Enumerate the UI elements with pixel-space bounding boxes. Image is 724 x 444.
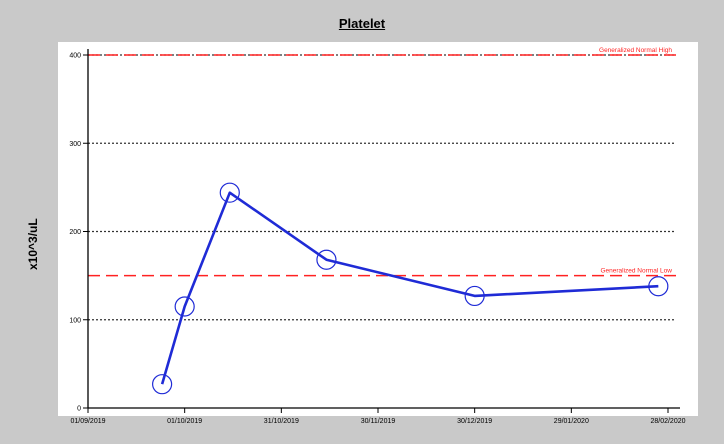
x-tick-label: 31/10/2019 [264,418,299,425]
y-ticks: 0 100 200 300 400 [69,53,88,413]
y-tick-label: 200 [69,229,81,236]
series-group [152,182,669,395]
y-tick-label: 300 [69,141,81,148]
x-tick-label: 30/12/2019 [457,418,492,425]
x-ticks: 01/09/2019 01/10/2019 31/10/2019 30/11/2019… [70,408,686,425]
reference-line-label: Generalized Normal Low [600,268,672,275]
reference-line-label: Generalized Normal High [599,47,672,54]
y-tick-label: 0 [77,406,81,413]
x-tick-label: 28/02/2020 [650,418,685,425]
y-tick-label: 100 [69,317,81,324]
series-line [160,191,659,385]
x-tick-label: 01/10/2019 [167,418,202,425]
x-tick-label: 01/09/2019 [70,418,105,425]
plot-area [58,42,698,416]
data-point [174,296,195,317]
data-point [648,276,669,297]
chart-title: Platelet [338,16,386,31]
data-point [152,374,173,395]
y-tick-label: 400 [69,53,81,60]
reference-lines: Generalized Normal High Generalized Norma… [88,47,678,277]
data-point [219,182,240,203]
x-tick-label: 29/01/2020 [554,418,589,425]
axes [87,49,680,409]
data-point [464,285,485,307]
x-tick-label: 30/11/2019 [361,418,396,425]
data-point [316,249,337,270]
